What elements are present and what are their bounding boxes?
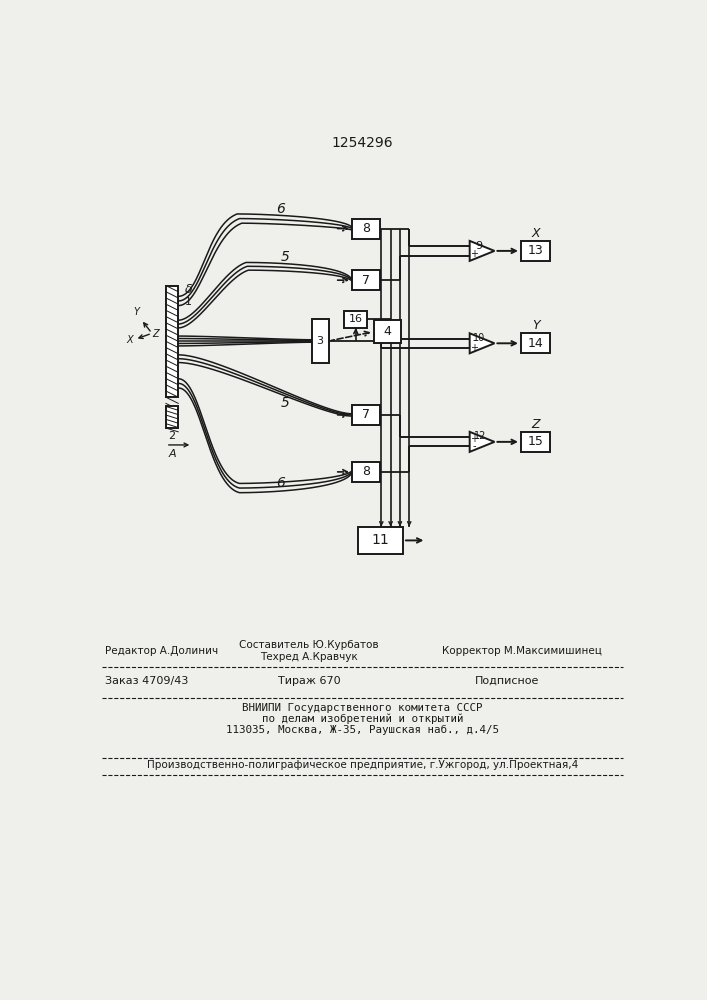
- Text: 2: 2: [168, 431, 175, 441]
- Text: 113035, Москва, Ж-35, Раушская наб., д.4/5: 113035, Москва, Ж-35, Раушская наб., д.4…: [226, 725, 499, 735]
- Text: 13: 13: [527, 244, 544, 257]
- Text: $\delta$: $\delta$: [185, 283, 194, 296]
- Text: Y: Y: [532, 319, 539, 332]
- Text: Z: Z: [153, 329, 159, 339]
- Text: 16: 16: [349, 314, 363, 324]
- Text: 8: 8: [362, 222, 370, 235]
- Text: 10: 10: [473, 333, 485, 343]
- Text: 12: 12: [474, 431, 486, 441]
- Bar: [166, 406, 178, 428]
- Text: 7: 7: [362, 274, 370, 287]
- Text: по делам изобретений и открытий: по делам изобретений и открытий: [262, 714, 464, 724]
- Text: Y: Y: [134, 307, 139, 317]
- Text: 5: 5: [281, 250, 290, 264]
- Polygon shape: [469, 432, 494, 452]
- Bar: [166, 286, 178, 397]
- Bar: [352, 270, 380, 290]
- Text: 9: 9: [475, 241, 483, 251]
- Text: 6: 6: [276, 476, 285, 490]
- Text: X: X: [531, 227, 540, 240]
- Bar: [352, 219, 380, 239]
- Text: A: A: [168, 449, 176, 459]
- Text: Производственно-полиграфическое предприятие, г.Ужгород, ул.Проектная,4: Производственно-полиграфическое предприя…: [147, 760, 578, 770]
- Text: 1254296: 1254296: [332, 136, 394, 150]
- Bar: [521, 241, 550, 261]
- Polygon shape: [469, 333, 494, 353]
- Text: +: +: [470, 343, 479, 353]
- Text: Тираж 670: Тираж 670: [278, 676, 341, 686]
- Text: 1: 1: [185, 297, 192, 307]
- Bar: [373, 320, 402, 343]
- Polygon shape: [469, 241, 494, 261]
- Text: Составитель Ю.Курбатов: Составитель Ю.Курбатов: [240, 640, 379, 650]
- Bar: [312, 319, 329, 363]
- Text: Редактор А.Долинич: Редактор А.Долинич: [105, 646, 218, 656]
- Text: -: -: [472, 335, 476, 345]
- Text: 7: 7: [362, 408, 370, 421]
- Text: 8: 8: [362, 465, 370, 478]
- Text: 6: 6: [276, 202, 285, 216]
- Text: 15: 15: [527, 435, 544, 448]
- Text: 4: 4: [384, 325, 392, 338]
- Text: +: +: [470, 249, 479, 259]
- Text: X: X: [127, 335, 134, 345]
- Bar: [352, 462, 380, 482]
- Text: 14: 14: [527, 337, 544, 350]
- Text: ВНИИПИ Государственного комитета СССР: ВНИИПИ Государственного комитета СССР: [243, 703, 483, 713]
- Text: Корректор М.Максимишинец: Корректор М.Максимишинец: [443, 646, 602, 656]
- Text: Техред А.Кравчук: Техред А.Кравчук: [260, 652, 358, 662]
- Text: 3: 3: [317, 336, 324, 346]
- Text: +: +: [470, 434, 479, 444]
- Text: Подписное: Подписное: [474, 676, 539, 686]
- Text: Z: Z: [531, 418, 540, 431]
- Bar: [352, 405, 380, 425]
- Bar: [521, 333, 550, 353]
- Text: -: -: [472, 441, 476, 451]
- Bar: [521, 432, 550, 452]
- Bar: [358, 527, 403, 554]
- Text: 11: 11: [372, 533, 390, 547]
- Text: Заказ 4709/43: Заказ 4709/43: [105, 676, 189, 686]
- Bar: [344, 311, 368, 328]
- Text: 5: 5: [281, 396, 290, 410]
